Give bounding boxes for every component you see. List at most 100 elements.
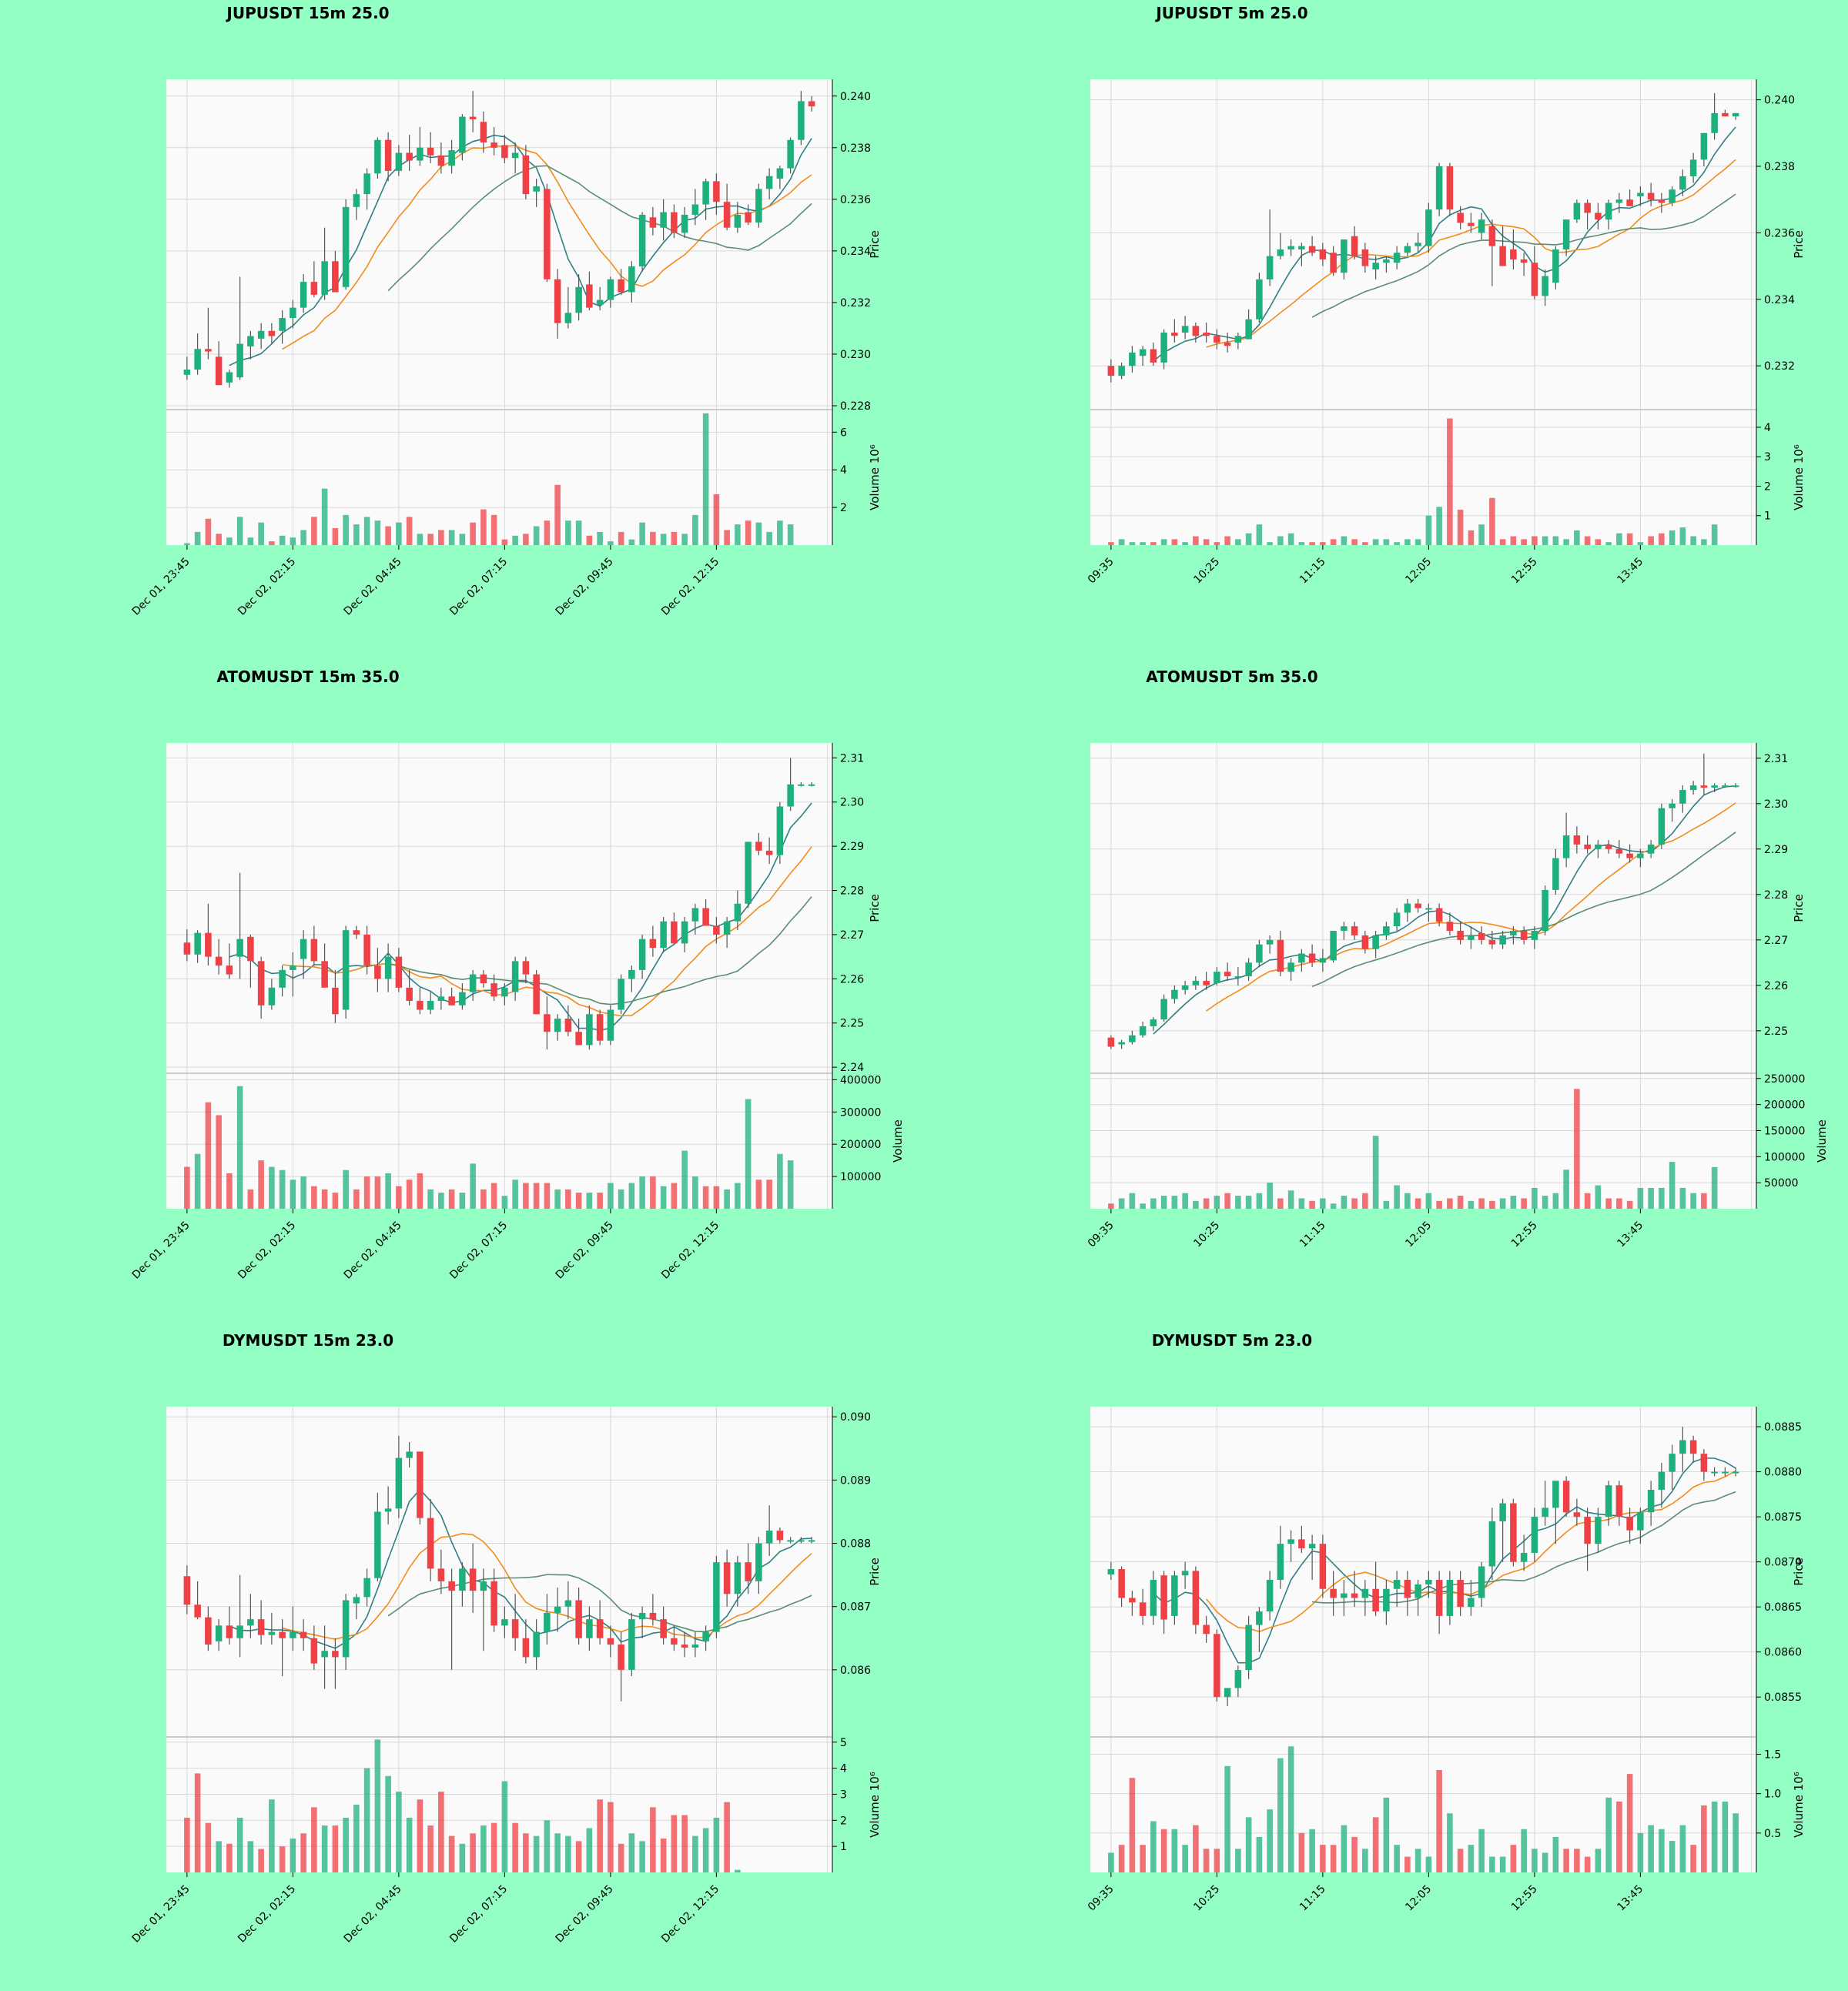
- candle: [787, 758, 794, 811]
- candle-body: [183, 370, 191, 375]
- candle: [628, 261, 635, 303]
- volume-bar: [1330, 539, 1337, 545]
- volume-bar: [702, 1186, 709, 1209]
- volume-bar: [216, 1115, 222, 1209]
- candle: [1107, 1035, 1115, 1049]
- volume-bar: [1690, 1845, 1696, 1872]
- candle-body: [755, 189, 762, 223]
- volume-bar: [1436, 1769, 1442, 1872]
- volume-bar: [1711, 1801, 1718, 1872]
- candle-body: [1700, 132, 1708, 160]
- candle: [671, 1625, 678, 1651]
- candle-body: [459, 1568, 466, 1591]
- candle: [363, 168, 370, 210]
- candle-body: [1107, 366, 1115, 376]
- candle-body: [321, 961, 328, 988]
- price-axis-label: Price: [1792, 230, 1806, 259]
- chart-panel: ATOMUSDT 15m 35.0 2.24 2.25 2.26 2.27 2.28 2.2…: [130, 668, 905, 1282]
- candle: [1118, 1039, 1125, 1049]
- volume-bar: [575, 520, 582, 545]
- candle: [660, 1606, 667, 1645]
- volume-bar: [724, 1802, 730, 1872]
- candle-body: [1658, 1471, 1666, 1490]
- candle-body: [533, 974, 540, 1015]
- volume-bar: [226, 1843, 233, 1872]
- candle: [776, 801, 784, 865]
- volume-bar: [1711, 524, 1718, 545]
- volume-bar: [1648, 1187, 1654, 1209]
- candle-body: [1203, 1625, 1210, 1635]
- candle: [1520, 1534, 1528, 1571]
- candle-body: [1266, 1580, 1274, 1611]
- volume-bar: [1298, 1832, 1305, 1872]
- volume-bar: [512, 535, 518, 545]
- volume-bar: [1298, 1198, 1305, 1209]
- candle-body: [745, 1562, 752, 1581]
- candle: [417, 987, 424, 1015]
- volume-tick-label: 100000: [840, 1171, 881, 1183]
- candle: [448, 1568, 455, 1670]
- candle: [1287, 958, 1294, 981]
- candle: [363, 925, 370, 975]
- candle-body: [745, 842, 752, 904]
- candle-body: [713, 181, 720, 202]
- candle: [1171, 319, 1178, 343]
- candle: [564, 1005, 572, 1036]
- candle-body: [586, 1619, 593, 1638]
- moving-average-line: [387, 1574, 812, 1633]
- candle: [300, 274, 307, 313]
- candle-body: [1393, 912, 1401, 927]
- candle: [798, 91, 805, 146]
- candle-body: [1637, 192, 1644, 196]
- candle: [1372, 1561, 1379, 1616]
- volume-bar: [385, 1775, 391, 1872]
- candle: [671, 204, 678, 239]
- volume-bar: [702, 1828, 709, 1872]
- candle-body: [321, 1651, 328, 1658]
- candle-body: [765, 176, 773, 189]
- candle: [1224, 332, 1231, 353]
- volume-bar: [766, 1180, 772, 1209]
- volume-bar: [639, 1176, 645, 1209]
- candle-body: [808, 101, 815, 107]
- price-plot-area: [166, 743, 832, 1073]
- candle: [1203, 972, 1210, 990]
- candle-body: [1383, 259, 1390, 263]
- volume-bar: [671, 1815, 678, 1872]
- volume-bar: [363, 517, 370, 545]
- candle: [628, 965, 635, 992]
- candle: [406, 135, 413, 171]
- candle: [427, 1499, 434, 1581]
- candle: [469, 969, 477, 1002]
- candle-body: [257, 330, 265, 339]
- volume-bar: [470, 1163, 476, 1209]
- candle-body: [671, 921, 678, 944]
- candle: [1160, 329, 1167, 370]
- time-tick-label: 13:45: [1615, 556, 1645, 587]
- volume-bar: [279, 1846, 286, 1872]
- volume-bar: [1626, 1774, 1633, 1872]
- candle: [1245, 958, 1252, 981]
- candle: [1658, 192, 1666, 213]
- candle: [1435, 1571, 1443, 1635]
- volume-bar: [363, 1176, 370, 1209]
- candle: [459, 1562, 466, 1607]
- price-tick-label: 0.0865: [1764, 1601, 1802, 1614]
- candle: [1160, 1571, 1167, 1635]
- candle-body: [1552, 858, 1559, 890]
- volume-bar: [618, 1189, 624, 1209]
- time-tick-label: Dec 02, 12:15: [659, 556, 721, 618]
- candle: [1711, 783, 1718, 793]
- candle-body: [342, 206, 350, 287]
- candle-body: [437, 996, 445, 1002]
- candle: [1435, 162, 1443, 216]
- volume-bar: [1341, 1196, 1348, 1209]
- volume-tick-label: 5: [840, 1737, 847, 1749]
- candle-body: [575, 1032, 582, 1046]
- candle-body: [1361, 935, 1369, 949]
- volume-bar: [300, 530, 306, 545]
- candle-body: [395, 1457, 403, 1509]
- volume-bar: [1203, 1198, 1210, 1209]
- candle: [257, 323, 265, 350]
- candle: [1150, 342, 1157, 366]
